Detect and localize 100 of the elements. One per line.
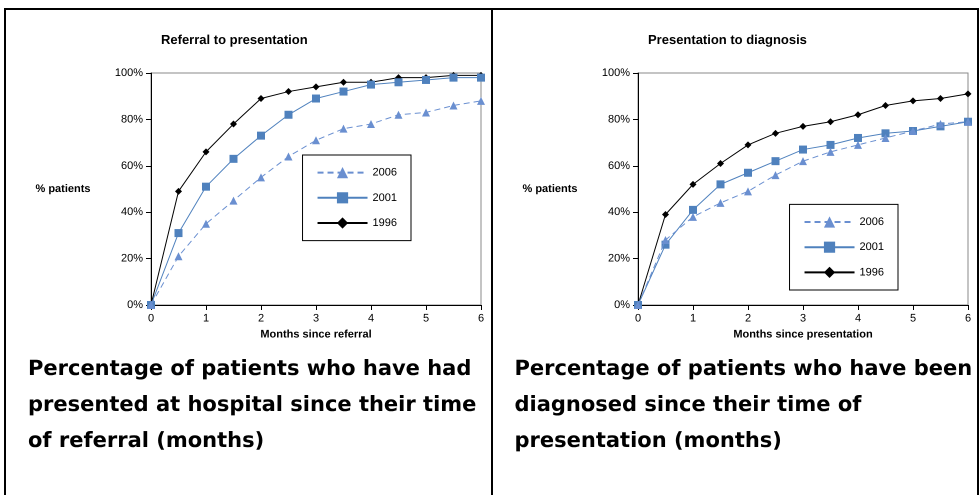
point <box>798 146 806 154</box>
point <box>450 74 458 82</box>
point <box>340 88 348 96</box>
point <box>284 152 292 161</box>
text: Percentage of patients who have been diagnosed since their time of presentation (months) <box>514 355 974 454</box>
point <box>394 110 402 119</box>
point <box>174 229 182 238</box>
y-axis-title: % patients <box>35 183 91 195</box>
y-tick-label: 100% <box>601 67 630 79</box>
y-tick-label: 40% <box>607 206 630 218</box>
point <box>661 236 669 244</box>
legend-label: 2001 <box>859 241 884 254</box>
legend-label: 1996 <box>372 217 398 229</box>
point <box>716 198 724 207</box>
x-tick-label: 5 <box>422 312 430 324</box>
x-axis-title: Months since presentation <box>732 328 872 340</box>
point <box>230 196 238 205</box>
y-tick-label: 60% <box>607 160 630 172</box>
legend-label: 2006 <box>859 216 884 228</box>
x-tick-label: 6 <box>478 312 484 324</box>
point <box>230 154 238 163</box>
point <box>936 95 944 102</box>
y-tick-label: 0% <box>614 299 630 311</box>
point <box>826 118 834 126</box>
point <box>716 160 724 167</box>
y-tick-label: 60% <box>120 160 144 172</box>
point <box>799 122 806 130</box>
point <box>826 140 834 149</box>
point <box>450 101 458 110</box>
y-tick-label: 40% <box>120 206 144 218</box>
point <box>340 78 347 86</box>
point <box>688 206 696 214</box>
point <box>312 136 320 144</box>
y-tick-label: 0% <box>127 299 144 311</box>
point <box>716 180 724 188</box>
chart-title: Presentation to diagnosis <box>648 32 806 47</box>
x-tick-label: 0 <box>148 312 154 324</box>
x-axis-title: Months since referral <box>260 328 372 340</box>
x-tick-label: 1 <box>689 312 696 324</box>
y-tick-label: 20% <box>120 252 144 265</box>
legend-label: 2006 <box>372 166 398 179</box>
point <box>230 120 237 128</box>
point <box>798 157 806 166</box>
point <box>258 95 264 102</box>
y-tick-label: 80% <box>607 113 630 126</box>
x-tick-label: 2 <box>744 312 751 324</box>
point <box>422 108 430 116</box>
text: Percentage of patients who have had presented at hospital since their time of referral (months) <box>28 355 478 454</box>
point <box>964 90 971 98</box>
y-axis-title: % patients <box>522 183 578 195</box>
x-tick-label: 1 <box>202 312 210 324</box>
point <box>367 120 375 128</box>
point <box>340 124 348 133</box>
y-tick-label: 80% <box>120 113 144 126</box>
x-tick-label: 4 <box>854 312 861 324</box>
point <box>688 212 696 221</box>
point <box>202 220 210 228</box>
x-tick-label: 0 <box>634 312 641 324</box>
x-tick-label: 6 <box>964 312 971 324</box>
point <box>771 171 779 180</box>
point <box>285 88 292 96</box>
x-tick-label: 5 <box>909 312 916 324</box>
point <box>744 187 752 196</box>
point <box>744 141 751 148</box>
point <box>882 102 888 109</box>
x-tick-label: 3 <box>799 312 806 324</box>
point <box>422 76 430 84</box>
point <box>854 134 862 142</box>
y-tick-label: 20% <box>607 252 630 265</box>
point <box>744 168 752 177</box>
point <box>477 96 485 105</box>
point <box>772 130 778 137</box>
point <box>394 78 402 86</box>
point <box>881 134 889 142</box>
point <box>257 132 265 140</box>
point <box>257 173 265 182</box>
point <box>826 148 834 156</box>
x-tick-label: 4 <box>368 312 374 324</box>
point <box>367 80 375 89</box>
point <box>909 97 916 104</box>
point <box>312 94 320 103</box>
chart-title: Referral to presentation <box>161 32 308 47</box>
legend-label: 2001 <box>372 192 398 204</box>
point <box>174 252 182 260</box>
y-tick-label: 100% <box>114 67 144 79</box>
point <box>854 140 862 149</box>
point <box>689 180 696 188</box>
point <box>854 111 861 118</box>
x-tick-label: 2 <box>258 312 264 324</box>
point <box>662 211 668 218</box>
point <box>175 188 182 195</box>
point <box>881 129 889 138</box>
legend-label: 1996 <box>859 266 884 278</box>
point <box>202 148 210 156</box>
point <box>477 74 485 82</box>
point <box>312 83 320 90</box>
x-tick-label: 3 <box>312 312 320 324</box>
point <box>202 182 210 191</box>
point <box>284 110 292 119</box>
point <box>771 157 779 166</box>
